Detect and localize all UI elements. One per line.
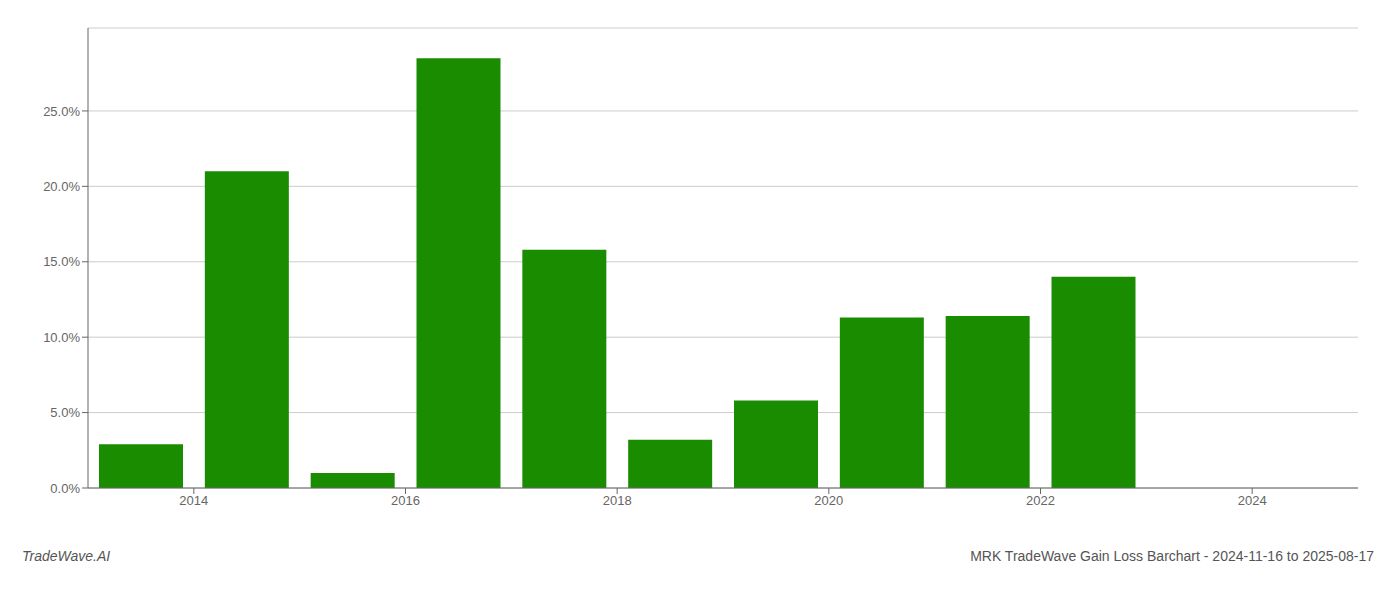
svg-text:5.0%: 5.0% [50, 405, 80, 420]
svg-text:2020: 2020 [814, 493, 843, 508]
html-text:MRK TradeWave Gain Loss Barcha: MRK TradeWave Gain Loss Barchart - 2024-… [970, 548, 1374, 564]
svg-text:10.0%: 10.0% [43, 330, 80, 345]
svg-text:2018: 2018 [603, 493, 632, 508]
svg-text:25.0%: 25.0% [43, 104, 80, 119]
svg-text:2024: 2024 [1238, 493, 1267, 508]
svg-text:15.0%: 15.0% [43, 254, 80, 269]
svg-text:20.0%: 20.0% [43, 179, 80, 194]
svg-text:0.0%: 0.0% [50, 481, 80, 496]
svg-text:2016: 2016 [391, 493, 420, 508]
svg-text:2022: 2022 [1026, 493, 1055, 508]
html-text:TradeWave.AI: TradeWave.AI [22, 548, 111, 564]
svg-text:2014: 2014 [179, 493, 208, 508]
